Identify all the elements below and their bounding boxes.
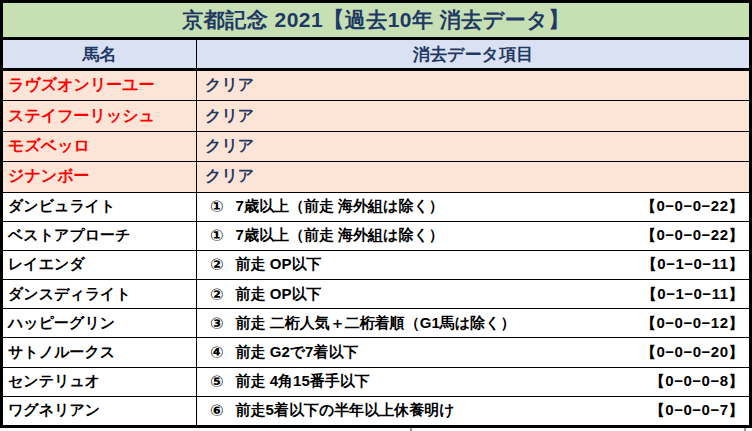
horse-name: センテリュオ [3,368,197,396]
table-title-bar: 京都記念 2021【過去10年 消去データ】 [3,3,749,40]
criterion-number: ① [210,197,224,216]
criterion-text: 前走 4角15番手以下 [236,372,370,391]
horse-name: ベストアプローチ [3,222,197,250]
criterion: ① 7歳以上（前走 海外組は除く） [210,197,444,216]
criterion-text: 7歳以上（前走 海外組は除く） [236,197,444,216]
horse-name: ワグネリアン [3,397,197,425]
criterion-number: ⑤ [210,372,224,391]
table-row: ステイフーリッシュ クリア [3,101,749,131]
criterion-text: 前走 OP以下 [236,285,322,304]
record-text: 【0−1−0−11】 [642,285,744,304]
table-row: ラヴズオンリーユー クリア [3,71,749,101]
table-row: ダンビュライト ① 7歳以上（前走 海外組は除く） 【0−0−0−22】 [3,193,749,222]
elimination-data-cell: ① 7歳以上（前走 海外組は除く） 【0−0−0−22】 [197,193,749,221]
elimination-data-cell: ⑥ 前走5着以下の半年以上休養明け 【0−0−0−7】 [197,397,749,425]
table-row: モズベッロ クリア [3,132,749,162]
criterion-number: ③ [210,314,224,333]
criterion-text: 前走 二桁人気＋二桁着順（G1馬は除く） [236,314,516,333]
criterion-text: 前走 OP以下 [236,255,322,274]
kyoto-kinen-elimination-table: 京都記念 2021【過去10年 消去データ】 馬名 消去データ項目 ラヴズオンリ… [0,0,752,431]
elimination-data-cell: ② 前走 OP以下 【0−1−0−11】 [197,251,749,279]
table-body: ラヴズオンリーユー クリア ステイフーリッシュ クリア モズベッロ クリア ジナ… [3,71,749,425]
criterion-text: 前走 G2で7着以下 [236,343,359,362]
criterion-number: ① [210,226,224,245]
horse-name: ハッピーグリン [3,309,197,337]
criterion-number: ④ [210,343,224,362]
elimination-data-cell: ③ 前走 二桁人気＋二桁着順（G1馬は除く） 【0−0−0−12】 [197,309,749,337]
horse-name: ラヴズオンリーユー [3,71,197,100]
horse-name: ステイフーリッシュ [3,101,197,130]
header-horse-name: 馬名 [3,40,197,68]
horse-name: レイエンダ [3,251,197,279]
table-row: レイエンダ ② 前走 OP以下 【0−1−0−11】 [3,251,749,280]
table-row: ワグネリアン ⑥ 前走5着以下の半年以上休養明け 【0−0−0−7】 [3,397,749,425]
column-header-row: 馬名 消去データ項目 [3,40,749,71]
criterion-text: 7歳以上（前走 海外組は除く） [236,226,444,245]
record-text: 【0−1−0−11】 [642,255,744,274]
table-row: ジナンボー クリア [3,162,749,192]
header-elimination-data: 消去データ項目 [197,40,749,68]
horse-name: ダンビュライト [3,193,197,221]
criterion-number: ⑥ [210,401,224,420]
clear-status: クリア [197,71,749,100]
criterion-number: ② [210,285,224,304]
elimination-data-cell: ① 7歳以上（前走 海外組は除く） 【0−0−0−22】 [197,222,749,250]
criterion: ① 7歳以上（前走 海外組は除く） [210,226,444,245]
table-row: サトノルークス ④ 前走 G2で7着以下 【0−0−0−20】 [3,338,749,367]
criterion: ⑥ 前走5着以下の半年以上休養明け [210,401,455,420]
criterion: ② 前走 OP以下 [210,285,321,304]
clear-status: クリア [197,101,749,130]
record-text: 【0−0−0−20】 [641,343,744,362]
clear-status: クリア [197,162,749,191]
record-text: 【0−0−0−12】 [641,314,744,333]
horse-name: モズベッロ [3,132,197,161]
clear-status: クリア [197,132,749,161]
criterion: ③ 前走 二桁人気＋二桁着順（G1馬は除く） [210,314,515,333]
record-text: 【0−0−0−22】 [641,197,744,216]
criterion: ⑤ 前走 4角15番手以下 [210,372,370,391]
elimination-data-cell: ⑤ 前走 4角15番手以下 【0−0−0−8】 [197,368,749,396]
table-row: ベストアプローチ ① 7歳以上（前走 海外組は除く） 【0−0−0−22】 [3,222,749,251]
criterion: ④ 前走 G2で7着以下 [210,343,358,362]
record-text: 【0−0−0−22】 [641,226,744,245]
horse-name: ジナンボー [3,162,197,191]
horse-name: サトノルークス [3,338,197,366]
table-row: センテリュオ ⑤ 前走 4角15番手以下 【0−0−0−8】 [3,368,749,397]
data-table: 京都記念 2021【過去10年 消去データ】 馬名 消去データ項目 ラヴズオンリ… [0,0,752,428]
elimination-data-cell: ④ 前走 G2で7着以下 【0−0−0−20】 [197,338,749,366]
table-row: ハッピーグリン ③ 前走 二桁人気＋二桁着順（G1馬は除く） 【0−0−0−12… [3,309,749,338]
record-text: 【0−0−0−8】 [650,372,744,391]
criterion-text: 前走5着以下の半年以上休養明け [236,401,455,420]
criterion-number: ② [210,255,224,274]
criterion: ② 前走 OP以下 [210,255,321,274]
elimination-data-cell: ② 前走 OP以下 【0−1−0−11】 [197,280,749,308]
table-row: ダンスディライト ② 前走 OP以下 【0−1−0−11】 [3,280,749,309]
table-title: 京都記念 2021【過去10年 消去データ】 [182,6,570,34]
horse-name: ダンスディライト [3,280,197,308]
record-text: 【0−0−0−7】 [650,401,744,420]
